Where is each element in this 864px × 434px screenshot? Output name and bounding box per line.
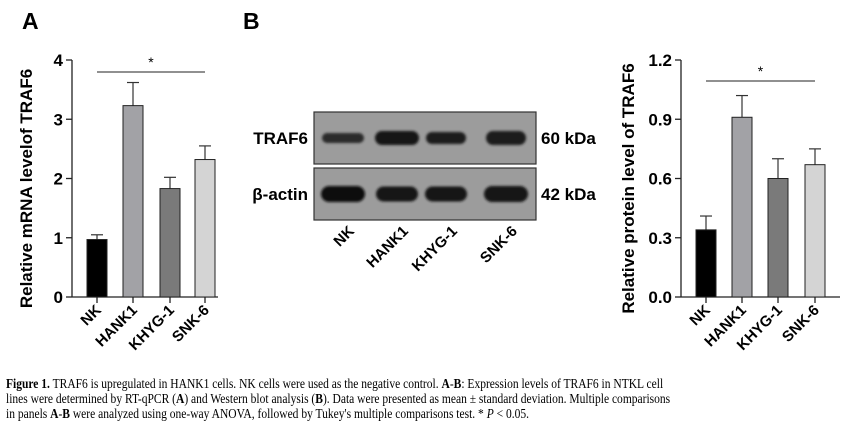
bar-nk xyxy=(695,229,717,298)
y-axis-label: Relative mRNA levelof TRAF6 xyxy=(17,69,36,308)
blot-band xyxy=(425,186,467,202)
blot-lane-label: KHYG-1 xyxy=(409,223,461,275)
y-tick-label: 0.9 xyxy=(648,110,672,129)
blot-lane-label: SNK-6 xyxy=(477,223,521,267)
bar-khyg-1 xyxy=(159,188,181,298)
blot-band xyxy=(321,186,365,202)
blot-band xyxy=(376,186,418,202)
y-axis-label: Relative protein level of TRAF6 xyxy=(619,63,638,313)
significance-star: * xyxy=(758,63,764,79)
panel-b-label: B xyxy=(243,8,260,34)
blot-size-label: 60 kDa xyxy=(541,129,596,148)
y-tick-label: 0.3 xyxy=(648,229,672,248)
caption-segment: B xyxy=(62,406,70,421)
caption-segment: ) and Western blot analysis ( xyxy=(184,391,316,406)
y-tick-label: 0 xyxy=(54,288,63,307)
caption-segment: TRAF6 is upregulated in HANK1 cells. NK … xyxy=(49,376,442,391)
y-tick-label: 0.0 xyxy=(648,288,672,307)
caption-segment: in panels xyxy=(6,406,51,421)
blot-band xyxy=(486,131,526,145)
caption-segment: P xyxy=(486,406,494,421)
bar-hank1 xyxy=(731,116,753,298)
figure-caption-line-1: Figure 1. TRAF6 is upregulated in HANK1 … xyxy=(6,376,663,392)
y-tick-label: 1.2 xyxy=(648,51,672,70)
figure-caption-line-3: in panels A-B were analyzed using one-wa… xyxy=(6,406,529,422)
caption-segment: ). Data were presented as mean ± standar… xyxy=(322,391,671,406)
y-tick-label: 2 xyxy=(54,170,63,189)
blot-protein-label: TRAF6 xyxy=(253,129,308,148)
blot-size-label: 42 kDa xyxy=(541,185,596,204)
caption-segment: were analyzed using one-way ANOVA, follo… xyxy=(69,406,487,421)
caption-segment: : Expression levels of TRAF6 in NTKL cel… xyxy=(461,376,664,391)
blot-band xyxy=(426,132,466,144)
blot-lane-label: HANK1 xyxy=(363,223,412,272)
caption-segment: A xyxy=(50,406,59,421)
panel-a-label: A xyxy=(22,8,39,34)
caption-segment: < 0.05. xyxy=(493,406,530,421)
caption-segment: B xyxy=(453,376,462,391)
caption-segment: - xyxy=(58,406,63,421)
caption-segment: lines were determined by RT-qPCR ( xyxy=(6,391,176,406)
y-tick-label: 3 xyxy=(54,110,63,129)
chart-b-protein: 0.0 0.3 0.6 0.9 1.2 Relative protein level of… xyxy=(619,51,840,354)
blot-lane-label: NK xyxy=(330,223,357,250)
bar-hank1 xyxy=(122,105,144,298)
significance-star: * xyxy=(148,54,154,70)
caption-segment: - xyxy=(449,376,454,391)
blot-band xyxy=(322,133,364,143)
blot-band xyxy=(375,131,419,145)
blot-protein-label: β-actin xyxy=(252,185,308,204)
bar-nk xyxy=(86,239,108,298)
y-tick-label: 0.6 xyxy=(648,170,672,189)
caption-segment: A xyxy=(175,391,185,406)
x-tick-label: NK xyxy=(77,302,104,329)
bar-snk-6 xyxy=(194,159,216,298)
x-tick-label: NK xyxy=(686,302,713,329)
y-tick-label: 4 xyxy=(54,51,64,70)
bar-khyg-1 xyxy=(767,178,789,298)
x-tick-label: SNK-6 xyxy=(779,302,823,346)
y-tick-label: 1 xyxy=(54,229,63,248)
caption-segment: Figure 1. xyxy=(6,376,50,391)
figure-caption-line-2: lines were determined by RT-qPCR (A) and… xyxy=(6,391,670,407)
bar-snk-6 xyxy=(804,164,826,298)
blot-band xyxy=(484,186,528,202)
caption-segment: A xyxy=(441,376,450,391)
caption-segment: B xyxy=(315,391,323,406)
x-tick-label: SNK-6 xyxy=(169,302,213,346)
